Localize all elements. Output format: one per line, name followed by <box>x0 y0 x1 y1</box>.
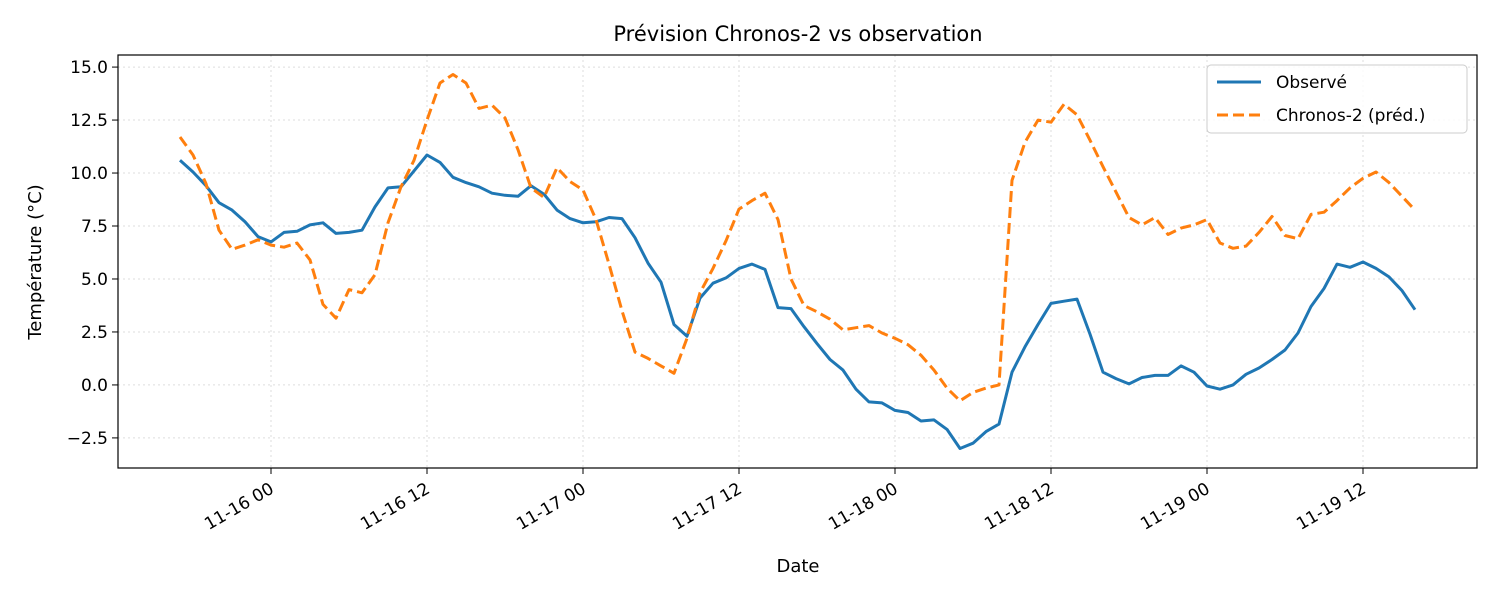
series-line-observed <box>178 153 1417 450</box>
x-axis-ticks: 11-16 00 11-16 12 11-17 00 11-17 12 11-18 00… <box>201 468 1369 535</box>
x-tick-label: 11-19 00 <box>1137 479 1213 535</box>
legend-label-observed: Observé <box>1276 73 1347 93</box>
y-tick-label: 15.0 <box>70 58 108 78</box>
y-tick-label: 7.5 <box>81 217 108 237</box>
y-tick-label: 12.5 <box>70 111 108 131</box>
legend-label-forecast: Chronos-2 (préd.) <box>1276 106 1425 126</box>
legend: Observé Chronos-2 (préd.) <box>1206 64 1468 134</box>
y-axis-ticks: −2.5 0.0 2.5 5.0 7.5 10.0 12.5 15.0 <box>67 58 118 449</box>
x-axis-label: Date <box>776 556 819 577</box>
x-tick-label: 11-16 00 <box>201 479 277 535</box>
grid <box>118 55 1477 468</box>
chart-title: Prévision Chronos-2 vs observation <box>613 22 982 46</box>
x-tick-label: 11-17 00 <box>513 479 589 535</box>
x-tick-label: 11-16 12 <box>357 479 433 535</box>
x-tick-label: 11-17 12 <box>669 479 745 535</box>
plot-frame <box>117 54 1478 469</box>
y-axis-label: Température (°C) <box>25 184 46 340</box>
y-tick-label: −2.5 <box>67 429 108 449</box>
y-tick-label: 5.0 <box>81 270 108 290</box>
x-tick-label: 11-18 00 <box>825 479 901 535</box>
x-tick-label: 11-19 12 <box>1293 479 1369 535</box>
y-tick-label: 10.0 <box>70 164 108 184</box>
series-lines <box>178 73 1417 450</box>
y-tick-label: 2.5 <box>81 323 108 343</box>
y-tick-label: 0.0 <box>81 376 108 396</box>
series-line-forecast <box>178 73 1417 403</box>
legend-box <box>1206 64 1468 134</box>
x-tick-label: 11-18 12 <box>981 479 1057 535</box>
